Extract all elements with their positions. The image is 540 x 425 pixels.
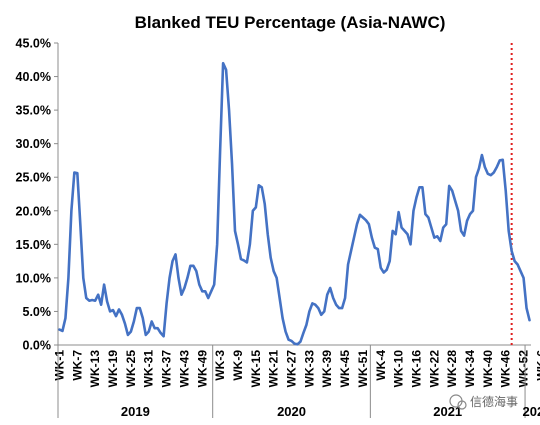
y-tick-label: 45.0% [16, 37, 51, 51]
y-tick-label: 35.0% [16, 104, 51, 118]
x-tick-label: WK-9 [231, 350, 245, 381]
x-tick-label: WK-51 [356, 350, 370, 388]
year-label: 2019 [121, 404, 150, 419]
x-tick-label: WK-3 [213, 350, 227, 381]
x-tick-label: WK-6 [534, 350, 540, 381]
y-axis: 0.0% 5.0% 10.0% 15.0% 20.0% 25.0% 30.0% 35.0% 40… [16, 37, 59, 353]
year-label: 2020 [277, 404, 306, 419]
wechat-icon-dot [457, 400, 467, 410]
x-tick-label: WK-16 [409, 350, 423, 388]
y-tick-label: 10.0% [16, 271, 51, 285]
x-tick-label: WK-52 [517, 350, 531, 388]
x-tick-label: WK-46 [499, 350, 513, 388]
x-tick-label: WK-13 [88, 350, 102, 388]
y-tick-label: 20.0% [16, 204, 51, 218]
y-tick-label: 5.0% [23, 305, 52, 319]
x-tick-label: WK-49 [195, 350, 209, 388]
year-label: 2022 [522, 404, 540, 419]
plot-area [58, 43, 531, 346]
watermark-text: 信德海事 [470, 394, 518, 409]
x-tick-label: WK-19 [106, 350, 120, 388]
x-tick-label: WK-28 [445, 350, 459, 388]
watermark: 信德海事 [449, 394, 518, 410]
x-tick-label: WK-7 [70, 350, 84, 381]
y-tick-label: 0.0% [23, 339, 52, 353]
y-tick-label: 30.0% [16, 137, 51, 151]
x-tick-label: WK-40 [481, 350, 495, 388]
x-tick-label: WK-27 [285, 350, 299, 388]
x-tick-label: WK-43 [177, 350, 191, 388]
x-tick-label: WK-39 [320, 350, 334, 388]
x-tick-label: WK-4 [374, 350, 388, 381]
series-line [58, 61, 531, 346]
x-tick-label: WK-15 [249, 350, 263, 388]
y-tick-label: 40.0% [16, 70, 51, 84]
x-tick-label: WK-45 [338, 350, 352, 388]
y-tick-label: 25.0% [16, 171, 51, 185]
x-tick-label: WK-10 [392, 350, 406, 388]
x-axis: WK-1 WK-7 WK-13 WK-19 WK-25 WK-31 WK-37 WK-43 WK… [52, 344, 540, 419]
x-tick-label: WK-37 [160, 350, 174, 388]
year-label: 2021 [433, 404, 462, 419]
chart-title: Blanked TEU Percentage (Asia-NAWC) [135, 13, 446, 32]
x-tick-label: WK-21 [267, 350, 281, 388]
x-tick-label: WK-25 [124, 350, 138, 388]
x-tick-label: WK-33 [302, 350, 316, 388]
y-tick-label: 15.0% [16, 238, 51, 252]
x-tick-label: WK-31 [142, 350, 156, 388]
x-tick-label: WK-22 [427, 350, 441, 388]
x-tick-label: WK-34 [463, 350, 477, 388]
x-tick-label: WK-1 [52, 350, 66, 381]
